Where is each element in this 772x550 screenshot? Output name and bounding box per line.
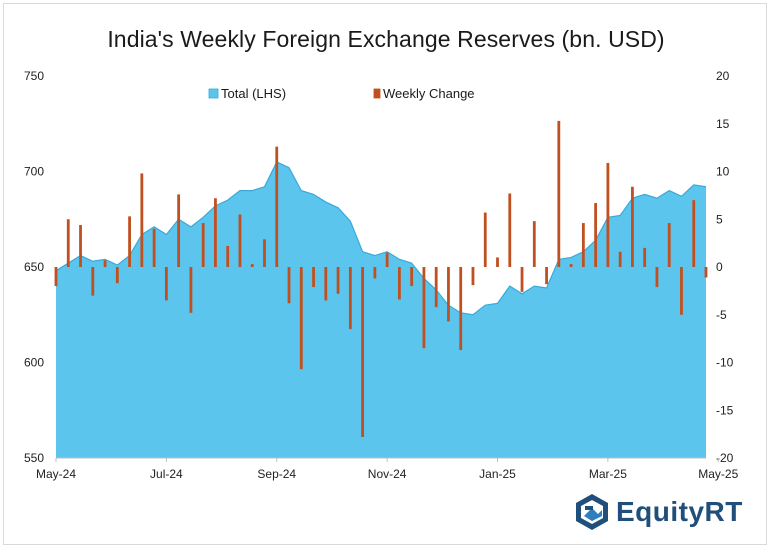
x-tick-label: Nov-24 xyxy=(368,467,407,481)
weekly-change-bar xyxy=(115,267,119,284)
weekly-change-bar xyxy=(618,251,622,267)
legend-swatch xyxy=(373,88,381,99)
weekly-change-bar xyxy=(398,267,401,300)
weekly-change-bar xyxy=(128,216,131,267)
weekly-change-bar xyxy=(336,267,340,294)
weekly-change-bar xyxy=(508,193,512,267)
y-right-tick-label: 0 xyxy=(716,260,723,274)
legend-item-weekly-change: Weekly Change xyxy=(373,86,475,101)
series-total-line xyxy=(55,161,707,316)
weekly-change-bar xyxy=(140,173,144,267)
area-layer xyxy=(55,161,707,458)
weekly-change-bar xyxy=(459,267,463,351)
legend-label: Weekly Change xyxy=(383,86,475,101)
weekly-change-bar xyxy=(189,267,193,313)
legend: Total (LHS) Weekly Change xyxy=(208,86,475,101)
legend-swatch xyxy=(208,88,219,99)
y-right-tick-label: 5 xyxy=(716,212,723,226)
y-right-tick-label: -15 xyxy=(716,403,734,417)
weekly-change-bar xyxy=(631,186,634,267)
weekly-change-bar xyxy=(680,267,683,315)
legend-label: Total (LHS) xyxy=(221,86,286,101)
weekly-change-bar xyxy=(410,267,414,287)
y-right-tick-label: -10 xyxy=(716,356,734,370)
x-tick-label: Jan-25 xyxy=(479,467,516,481)
weekly-change-bar xyxy=(704,267,708,278)
weekly-change-bar xyxy=(324,267,328,301)
weekly-change-bar xyxy=(667,223,671,267)
y-left-tick-label: 750 xyxy=(24,69,44,83)
legend-item-total: Total (LHS) xyxy=(208,86,286,101)
x-tick-label: May-24 xyxy=(36,467,76,481)
x-tick-label: Jul-24 xyxy=(150,467,183,481)
chart-title: India's Weekly Foreign Exchange Reserves… xyxy=(107,26,665,52)
y-right-tick-label: 10 xyxy=(716,165,730,179)
weekly-change-bar xyxy=(238,214,242,267)
series-total-area xyxy=(56,161,706,458)
weekly-change-bar xyxy=(434,267,438,308)
weekly-change-bar xyxy=(692,200,696,267)
weekly-change-bar xyxy=(226,245,230,267)
weekly-change-bar xyxy=(520,267,524,292)
weekly-change-bar xyxy=(250,264,254,267)
weekly-change-bar xyxy=(66,219,70,267)
brand-name: EquityRT xyxy=(616,496,743,527)
weekly-change-bar xyxy=(214,198,217,267)
weekly-change-bar xyxy=(54,267,58,287)
weekly-change-bar xyxy=(91,267,95,296)
weekly-change-bar xyxy=(496,257,499,267)
weekly-change-bar xyxy=(177,194,181,267)
y-right-tick-label: -20 xyxy=(716,451,734,465)
weekly-change-bar xyxy=(643,247,647,267)
brand-mark-icon xyxy=(576,494,608,530)
y-left-tick-label: 700 xyxy=(24,165,44,179)
weekly-change-bar xyxy=(287,267,291,304)
weekly-change-bar xyxy=(483,212,487,267)
weekly-change-bar xyxy=(532,221,536,267)
weekly-change-bar xyxy=(201,223,205,267)
weekly-change-bar xyxy=(348,267,352,330)
weekly-change-bar xyxy=(471,267,475,286)
y-left-tick-label: 550 xyxy=(24,451,44,465)
weekly-change-bar xyxy=(275,146,279,267)
weekly-change-bar xyxy=(361,267,364,437)
x-tick-label: May-25 xyxy=(698,467,738,481)
weekly-change-bar xyxy=(312,267,315,288)
brand-logo: EquityRT xyxy=(572,490,747,534)
weekly-change-bar xyxy=(581,223,585,267)
weekly-change-bar xyxy=(545,267,548,285)
weekly-change-bar xyxy=(594,203,598,267)
weekly-change-bar xyxy=(447,267,450,322)
y-left-tick-label: 650 xyxy=(24,260,44,274)
x-tick-label: Mar-25 xyxy=(589,467,627,481)
weekly-change-bar xyxy=(557,120,561,267)
weekly-change-bar xyxy=(263,239,266,267)
weekly-change-bar xyxy=(79,224,82,267)
weekly-change-bar xyxy=(164,267,168,301)
weekly-change-bar xyxy=(569,264,573,267)
weekly-change-bar xyxy=(422,267,426,349)
weekly-change-bar xyxy=(655,267,659,288)
weekly-change-bar xyxy=(103,260,107,267)
y-right-tick-label: 20 xyxy=(716,69,730,83)
weekly-change-bar xyxy=(385,252,389,267)
y-right-tick-label: 15 xyxy=(716,117,730,131)
y-left-tick-label: 600 xyxy=(24,356,44,370)
axis-layer: 550 600 650 700 750 -20 -15 -10 -5 0 5 10 15 20 May-24… xyxy=(24,69,739,481)
y-right-tick-label: -5 xyxy=(716,308,727,322)
weekly-change-bar xyxy=(373,267,377,279)
x-tick-label: Sep-24 xyxy=(257,467,296,481)
weekly-change-bar xyxy=(152,228,156,267)
chart-frame xyxy=(3,3,767,545)
weekly-change-bar xyxy=(299,267,303,370)
bar-layer xyxy=(54,120,708,437)
weekly-change-bar xyxy=(606,162,610,267)
